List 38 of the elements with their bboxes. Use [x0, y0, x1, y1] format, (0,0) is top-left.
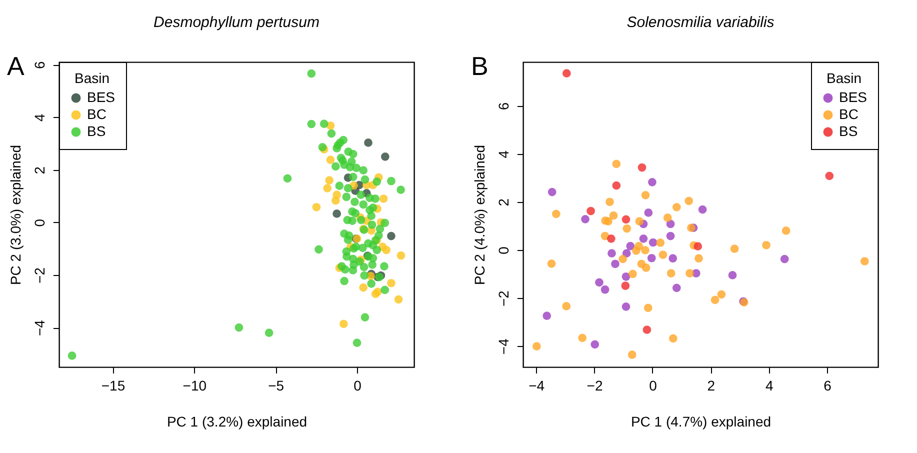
x-tick-label: −4 — [528, 378, 545, 394]
chart-title: Solenosmilia variabilis — [626, 14, 775, 31]
x-tick-label: 2 — [707, 378, 716, 394]
x-tick-label: −15 — [101, 378, 126, 394]
y-axis-title: PC 2 (3.0%) explained — [8, 144, 24, 286]
x-tick-label: 4 — [765, 378, 774, 394]
y-tick-label: 2 — [32, 166, 48, 174]
text: A — [7, 51, 25, 81]
x-tick-label: −5 — [268, 378, 284, 394]
y-tick-label: −2 — [32, 267, 48, 284]
y-tick-label: 6 — [496, 102, 512, 110]
legend-label: BS — [839, 123, 858, 139]
x-tick-label: −2 — [586, 378, 603, 394]
x-tick-label: 6 — [824, 378, 832, 394]
y-tick-label: −4 — [496, 338, 512, 355]
legend-title: Basin — [826, 70, 862, 86]
x-tick-label: 0 — [354, 378, 362, 394]
y-tick-label: 4 — [32, 114, 48, 122]
legend-label: BES — [87, 89, 116, 105]
legend-label: BC — [839, 106, 858, 122]
legend-label: BS — [87, 123, 106, 139]
legend-title: Basin — [74, 70, 110, 86]
x-axis-title: PC 1 (4.7%) explained — [630, 414, 772, 430]
y-tick-label: 0 — [32, 218, 48, 227]
y-tick-label: 6 — [32, 61, 48, 70]
legend-label: BC — [87, 106, 106, 122]
x-tick-label: −10 — [182, 378, 207, 394]
y-tick-label: 4 — [496, 150, 512, 158]
x-axis-title: PC 1 (3.2%) explained — [166, 414, 308, 430]
y-tick-label: 0 — [496, 246, 512, 254]
y-tick-label: −2 — [496, 290, 512, 307]
legend-label: BES — [839, 89, 868, 105]
x-tick-label: 0 — [649, 378, 658, 394]
chart-title: Desmophyllum pertusum — [154, 14, 320, 31]
y-axis-title: PC 2 (4.0%) explained — [472, 144, 488, 286]
y-tick-label: −4 — [32, 320, 48, 336]
y-tick-label: 2 — [496, 198, 512, 206]
text: B — [471, 51, 488, 81]
